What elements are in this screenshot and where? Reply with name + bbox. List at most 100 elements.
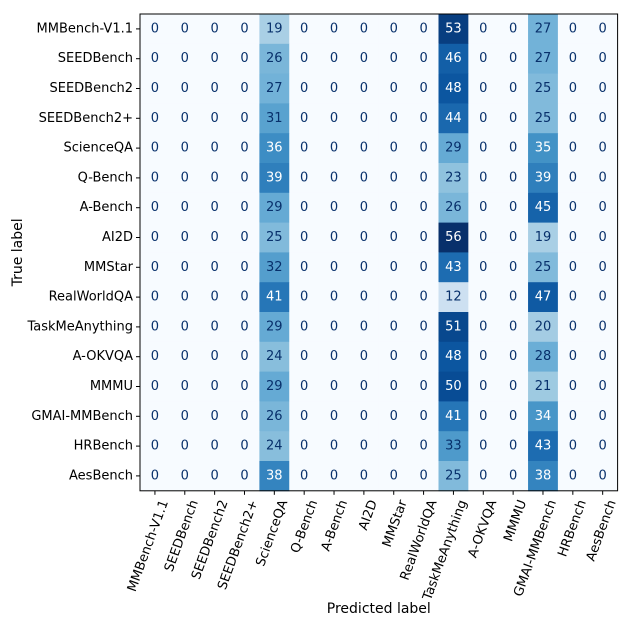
- heatmap-cell-value: 0: [569, 319, 577, 334]
- heatmap-cell-value: 0: [181, 230, 189, 245]
- heatmap-cell-value: 0: [509, 290, 517, 305]
- heatmap-cell-value: 0: [479, 230, 487, 245]
- heatmap-cell: [587, 282, 618, 313]
- heatmap-cell: [289, 312, 320, 343]
- heatmap-cell-value: 0: [181, 290, 189, 305]
- heatmap-cell: [199, 73, 230, 104]
- heatmap-cell-value: 0: [599, 290, 607, 305]
- heatmap-cell-value: 0: [330, 379, 338, 394]
- heatmap-cell: [229, 252, 260, 283]
- heatmap-cell-value: 0: [300, 21, 308, 36]
- heatmap-cell-value: 0: [599, 170, 607, 185]
- heatmap-cell-value: 0: [210, 260, 218, 275]
- heatmap-cell: [408, 133, 439, 164]
- heatmap-cell: [259, 73, 290, 104]
- heatmap-cell: [468, 43, 499, 74]
- heatmap-cell-value: 0: [509, 200, 517, 215]
- heatmap-cell-value: 0: [599, 439, 607, 454]
- heatmap-cell-value: 0: [360, 230, 368, 245]
- heatmap-cell: [229, 133, 260, 164]
- heatmap-cell-value: 0: [509, 319, 517, 334]
- heatmap-cell-value: 0: [390, 260, 398, 275]
- heatmap-cell: [229, 401, 260, 432]
- heatmap-cell-value: 0: [210, 349, 218, 364]
- heatmap-cell-value: 0: [181, 81, 189, 96]
- heatmap-cell-value: 0: [479, 141, 487, 156]
- heatmap-cell: [319, 163, 350, 194]
- heatmap-cell: [438, 461, 469, 492]
- heatmap-cell: [587, 431, 618, 462]
- heatmap-cell-value: 0: [181, 111, 189, 126]
- heatmap-cell-value: 0: [569, 170, 577, 185]
- heatmap-cell-value: 0: [390, 21, 398, 36]
- heatmap-cell-value: 0: [210, 379, 218, 394]
- y-tick-label: AI2D: [102, 230, 133, 245]
- heatmap-cell-value: 19: [535, 230, 552, 245]
- heatmap-cell: [408, 73, 439, 104]
- heatmap-cell-value: 0: [181, 141, 189, 156]
- heatmap-cell: [587, 73, 618, 104]
- heatmap-cell: [199, 43, 230, 74]
- heatmap-cell-value: 0: [479, 349, 487, 364]
- heatmap-cell-value: 0: [569, 409, 577, 424]
- heatmap-cell: [557, 14, 589, 45]
- heatmap-cell: [408, 371, 439, 402]
- heatmap-cell: [557, 222, 589, 253]
- heatmap-cell: [438, 192, 469, 223]
- heatmap-cell-value: 0: [390, 439, 398, 454]
- heatmap-cell: [259, 401, 290, 432]
- heatmap-cell-value: 0: [330, 81, 338, 96]
- heatmap-cell: [348, 431, 380, 462]
- heatmap-cell: [408, 222, 439, 253]
- heatmap-cell-value: 0: [599, 111, 607, 126]
- heatmap-cell: [408, 401, 439, 432]
- heatmap-cell: [468, 14, 499, 45]
- heatmap-cell: [557, 371, 589, 402]
- heatmap-cell: [289, 401, 320, 432]
- heatmap-cell: [348, 43, 380, 74]
- heatmap-cell: [438, 371, 469, 402]
- heatmap-cell-value: 0: [300, 170, 308, 185]
- heatmap-cell: [468, 431, 499, 462]
- heatmap-cell: [468, 222, 499, 253]
- heatmap-cell: [199, 103, 230, 134]
- heatmap-cell-value: 0: [569, 141, 577, 156]
- heatmap-cell: [498, 14, 529, 45]
- heatmap-cell-value: 0: [509, 230, 517, 245]
- heatmap-cell-value: 0: [569, 349, 577, 364]
- heatmap-cell: [587, 341, 618, 372]
- heatmap-cell: [408, 43, 439, 74]
- heatmap-cell-value: 0: [419, 170, 427, 185]
- heatmap-cell-value: 0: [240, 290, 248, 305]
- heatmap-cell: [348, 282, 380, 313]
- heatmap-cell-value: 0: [330, 260, 338, 275]
- heatmap-cell: [289, 222, 320, 253]
- heatmap-cell-value: 0: [479, 379, 487, 394]
- heatmap-cell: [557, 103, 589, 134]
- heatmap-cell: [229, 431, 260, 462]
- heatmap-cell: [169, 14, 201, 45]
- heatmap-cell-value: 0: [240, 51, 248, 66]
- heatmap-cell-value: 0: [599, 200, 607, 215]
- heatmap-cell-value: 0: [240, 200, 248, 215]
- heatmap-cell-value: 0: [300, 260, 308, 275]
- heatmap-cell: [528, 103, 559, 134]
- heatmap-cell-value: 0: [569, 111, 577, 126]
- heatmap-cell: [140, 341, 171, 372]
- heatmap-cell: [498, 103, 529, 134]
- heatmap-cell: [169, 73, 201, 104]
- heatmap-cell-value: 0: [151, 81, 159, 96]
- heatmap-cell-value: 0: [330, 170, 338, 185]
- heatmap-cell: [498, 312, 529, 343]
- heatmap-cell-value: 0: [181, 409, 189, 424]
- heatmap-cell-value: 0: [599, 141, 607, 156]
- heatmap-cell: [140, 401, 171, 432]
- heatmap-cell-value: 0: [419, 290, 427, 305]
- heatmap-cell-value: 0: [210, 319, 218, 334]
- heatmap-cell-value: 0: [181, 21, 189, 36]
- heatmap-cell: [587, 252, 618, 283]
- heatmap-cell-value: 0: [210, 290, 218, 305]
- heatmap-cell: [587, 401, 618, 432]
- heatmap-cell: [169, 222, 201, 253]
